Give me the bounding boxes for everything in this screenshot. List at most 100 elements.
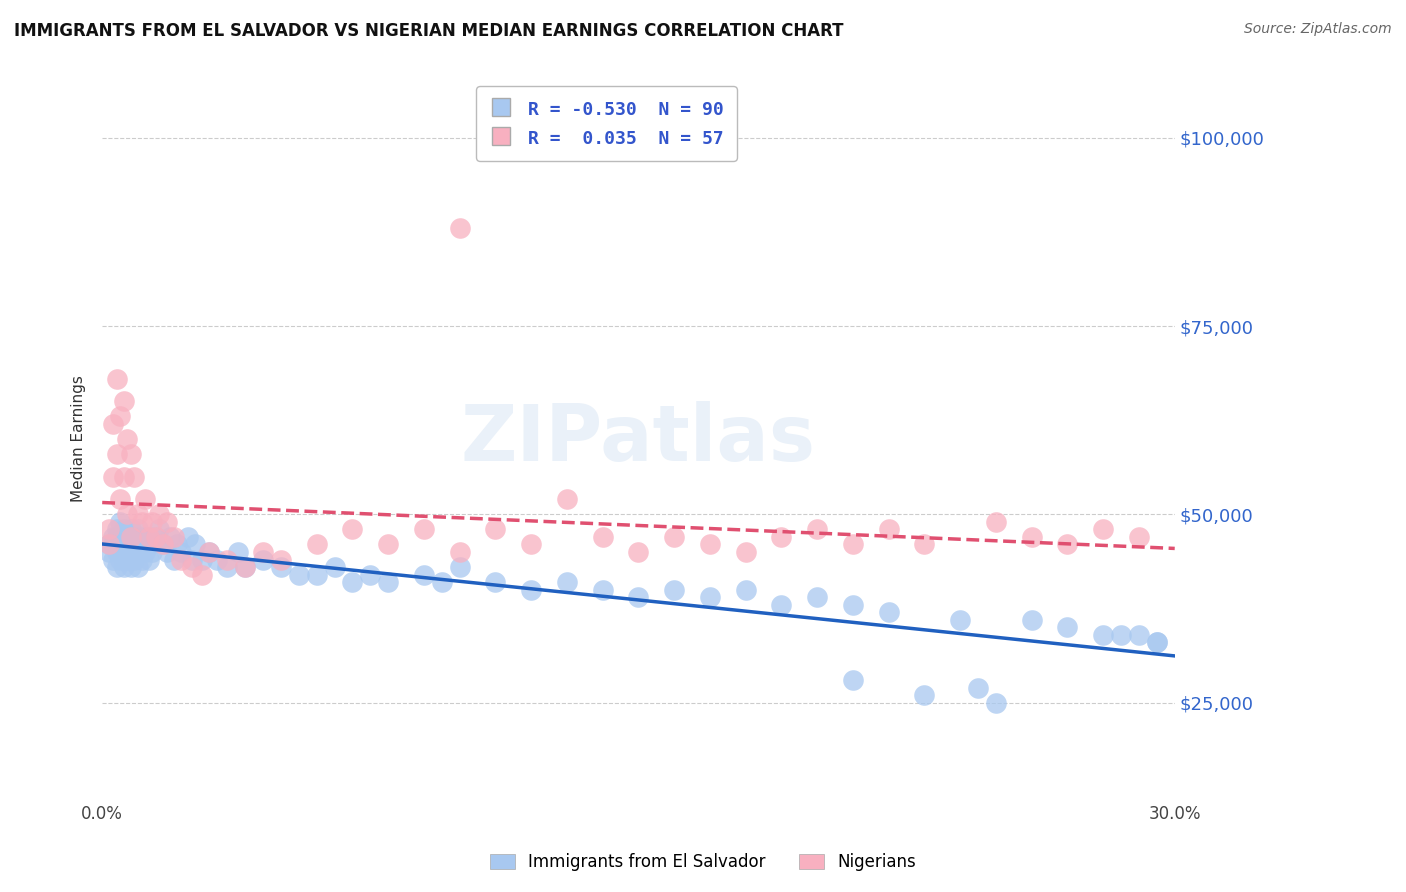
Point — [138, 552, 160, 566]
Point — [914, 537, 936, 551]
Point — [105, 372, 128, 386]
Point — [124, 537, 146, 551]
Point — [112, 523, 135, 537]
Point — [842, 537, 865, 551]
Point — [342, 523, 364, 537]
Point — [323, 560, 346, 574]
Point — [112, 560, 135, 574]
Point — [120, 447, 142, 461]
Point — [191, 552, 214, 566]
Point — [555, 492, 578, 507]
Point — [98, 537, 121, 551]
Point — [115, 545, 138, 559]
Point — [949, 613, 972, 627]
Point — [1146, 635, 1168, 649]
Point — [233, 560, 256, 574]
Point — [984, 696, 1007, 710]
Point — [377, 537, 399, 551]
Point — [520, 582, 543, 597]
Point — [1021, 530, 1043, 544]
Point — [806, 591, 828, 605]
Legend: Immigrants from El Salvador, Nigerians: Immigrants from El Salvador, Nigerians — [481, 845, 925, 880]
Point — [141, 515, 163, 529]
Point — [108, 492, 131, 507]
Point — [148, 523, 170, 537]
Point — [131, 515, 153, 529]
Point — [170, 545, 193, 559]
Point — [127, 545, 149, 559]
Point — [217, 552, 239, 566]
Point — [152, 537, 174, 551]
Point — [877, 605, 900, 619]
Point — [217, 560, 239, 574]
Point — [163, 530, 186, 544]
Point — [984, 515, 1007, 529]
Point — [112, 552, 135, 566]
Point — [108, 409, 131, 424]
Point — [198, 545, 221, 559]
Point — [108, 515, 131, 529]
Point — [627, 545, 650, 559]
Point — [120, 523, 142, 537]
Point — [101, 417, 124, 431]
Point — [112, 537, 135, 551]
Point — [270, 552, 292, 566]
Point — [159, 530, 181, 544]
Point — [115, 432, 138, 446]
Point — [449, 560, 471, 574]
Point — [152, 537, 174, 551]
Point — [377, 575, 399, 590]
Point — [413, 523, 436, 537]
Point — [842, 598, 865, 612]
Point — [191, 567, 214, 582]
Point — [145, 530, 167, 544]
Point — [155, 515, 177, 529]
Point — [449, 221, 471, 235]
Point — [108, 537, 131, 551]
Point — [177, 530, 200, 544]
Point — [145, 530, 167, 544]
Point — [413, 567, 436, 582]
Point — [555, 575, 578, 590]
Point — [1056, 537, 1078, 551]
Point — [288, 567, 311, 582]
Point — [105, 545, 128, 559]
Point — [101, 552, 124, 566]
Point — [127, 560, 149, 574]
Point — [166, 537, 188, 551]
Point — [155, 545, 177, 559]
Point — [430, 575, 453, 590]
Point — [101, 469, 124, 483]
Point — [877, 523, 900, 537]
Point — [134, 545, 156, 559]
Y-axis label: Median Earnings: Median Earnings — [72, 376, 86, 502]
Point — [134, 537, 156, 551]
Point — [124, 469, 146, 483]
Point — [1109, 628, 1132, 642]
Point — [120, 530, 142, 544]
Point — [1146, 635, 1168, 649]
Point — [148, 508, 170, 522]
Point — [134, 492, 156, 507]
Point — [180, 560, 202, 574]
Point — [359, 567, 381, 582]
Point — [252, 545, 274, 559]
Point — [484, 575, 506, 590]
Point — [115, 552, 138, 566]
Point — [120, 560, 142, 574]
Point — [627, 591, 650, 605]
Point — [198, 545, 221, 559]
Point — [305, 567, 328, 582]
Point — [1056, 620, 1078, 634]
Point — [664, 530, 686, 544]
Point — [131, 530, 153, 544]
Point — [163, 552, 186, 566]
Point — [226, 545, 249, 559]
Text: IMMIGRANTS FROM EL SALVADOR VS NIGERIAN MEDIAN EARNINGS CORRELATION CHART: IMMIGRANTS FROM EL SALVADOR VS NIGERIAN … — [14, 22, 844, 40]
Point — [484, 523, 506, 537]
Point — [98, 537, 121, 551]
Point — [120, 545, 142, 559]
Point — [105, 560, 128, 574]
Point — [108, 545, 131, 559]
Point — [124, 530, 146, 544]
